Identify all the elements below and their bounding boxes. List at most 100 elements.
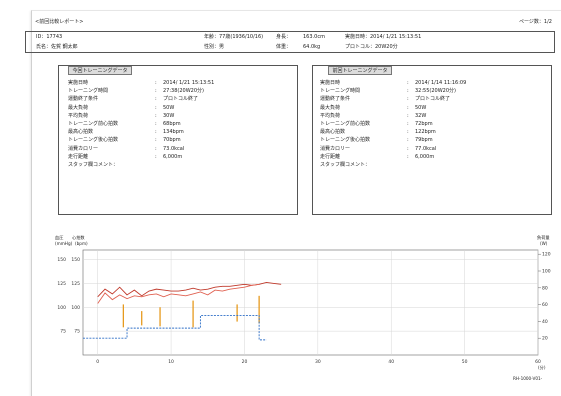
y-tick-label-bp: 125 <box>57 281 66 287</box>
y-tick-label-hr: 100 <box>71 305 80 311</box>
weight-label: 体重： <box>276 44 292 50</box>
current-row-label: 最大負荷 <box>68 104 89 111</box>
previous-row-value: 32:55(20W20分) <box>415 88 456 95</box>
y-tick-label-hr: 75 <box>74 329 80 335</box>
plot-frame <box>82 249 539 356</box>
current-row-colon: : <box>155 145 157 152</box>
x-tick-label: 40 <box>388 359 394 365</box>
previous-row-colon: : <box>407 137 409 144</box>
current-row-colon: : <box>155 121 157 127</box>
x-tick-label: 20 <box>242 359 248 365</box>
current-row-value: 27:38(20W20分) <box>163 88 204 95</box>
load-series-line <box>83 315 267 341</box>
right-tick-label: 60 <box>542 302 548 308</box>
previous-row-colon: : <box>407 153 409 160</box>
current-row-label: 消費カロリー <box>68 145 99 152</box>
y-tick-label-hr: 150 <box>71 257 80 263</box>
patient-info-box <box>25 31 555 53</box>
current-row-value: 73.0kcal <box>163 145 185 152</box>
protocol: プロトコル：20W20分 <box>345 44 398 50</box>
weight-value: 64.0kg <box>303 44 321 50</box>
heart-rate-series-line <box>97 281 282 298</box>
right-tick-label: 40 <box>542 319 548 325</box>
right-tick-label: 100 <box>542 269 551 275</box>
hr-axis-header: 心拍数 <box>72 235 85 240</box>
previous-row-value: 2014/ 1/14 11:16:09 <box>415 80 467 86</box>
previous-row-label: 実施日時 <box>320 80 341 86</box>
previous-row-label: 運動終了条件 <box>320 96 351 103</box>
previous-row-value: 77.0kcal <box>415 145 437 152</box>
load-axis-header: 負荷量 <box>537 235 550 240</box>
previous-row-colon: : <box>407 80 409 86</box>
previous-row-value: 122bpm <box>415 129 436 136</box>
current-row-value: 6,000m <box>163 153 183 160</box>
previous-row-value: プロトコル終了 <box>415 96 451 103</box>
previous-row-label: 消費カロリー <box>320 145 351 152</box>
heart-rate-series-line <box>97 283 260 304</box>
previous-row-label: 走行距離 <box>320 153 341 160</box>
previous-panel-header: 前回トレーニングデータ <box>328 66 392 75</box>
page-number: ページ数：1/2 <box>519 19 552 25</box>
current-row-label: 走行距離 <box>68 153 89 160</box>
right-tick-label: 20 <box>542 336 548 342</box>
current-training-panel <box>58 65 298 215</box>
current-row-colon: : <box>155 129 157 136</box>
y-tick-label-bp: 100 <box>57 305 66 311</box>
current-row-label: 平均負荷 <box>68 112 89 119</box>
right-tick-label: 80 <box>542 285 548 291</box>
previous-row-value: 32W <box>415 112 427 119</box>
current-row-label: 最高心拍数 <box>68 129 94 136</box>
current-row-colon: : <box>155 88 157 95</box>
x-tick-label: 30 <box>315 359 321 365</box>
bp-axis-unit: (mmHg) <box>55 241 73 246</box>
current-row-colon: : <box>155 96 157 103</box>
current-row-colon: : <box>155 104 157 111</box>
previous-row-colon: : <box>407 88 409 95</box>
session-datetime: 実施日時：2014/ 1/21 15:13:51 <box>345 34 422 40</box>
current-row-label: 運動終了条件 <box>68 96 99 103</box>
previous-row-colon: : <box>407 112 409 119</box>
current-row-colon: : <box>155 80 157 86</box>
previous-row-colon: : <box>407 121 409 127</box>
patient-name: 氏名：佐賀 鋼太郎 <box>36 44 78 50</box>
current-row-label: 実施日時 <box>68 80 89 86</box>
bp-axis-header: 血圧 <box>55 235 64 240</box>
current-panel-header: 今回トレーニングデータ <box>68 66 132 75</box>
previous-row-colon: : <box>407 96 409 103</box>
current-row-label: トレーニング後心拍数 <box>68 137 119 144</box>
footer-model-number: RH-1000-V01- <box>513 376 543 381</box>
x-tick-label: 0 <box>96 359 99 365</box>
current-row-value: 50W <box>163 104 175 111</box>
current-row-value: 30W <box>163 112 175 119</box>
current-row-label: トレーニング前心拍数 <box>68 121 119 127</box>
patient-id: ID：17743 <box>36 34 63 40</box>
current-row-label: トレーニング時間 <box>68 88 109 95</box>
x-tick-label: 10 <box>168 359 174 365</box>
previous-row-value: 79bpm <box>415 137 433 144</box>
previous-row-label: 最大負荷 <box>320 104 341 111</box>
previous-row-value: 6,000m <box>415 153 435 160</box>
height-value: 163.0cm <box>303 34 325 40</box>
current-row-value: 70bpm <box>163 137 181 144</box>
right-tick-label: 120 <box>542 252 551 258</box>
report-title: <前回比較レポート> <box>35 19 84 25</box>
current-row-value: 68bpm <box>163 121 181 127</box>
previous-row-label: トレーニング時間 <box>320 88 361 95</box>
y-tick-label-hr: 125 <box>71 281 80 287</box>
hr-axis-unit: (bpm) <box>75 241 88 246</box>
current-row-label: スタッフ欄コメント： <box>68 162 119 168</box>
patient-age: 年齢：77歳(1936/10/16) <box>204 34 264 40</box>
previous-row-label: スタッフ欄コメント： <box>320 162 371 168</box>
x-tick-label: 50 <box>462 359 468 365</box>
current-row-value: プロトコル終了 <box>163 96 199 103</box>
load-axis-unit: (W) <box>540 241 548 246</box>
y-tick-label-bp: 150 <box>57 257 66 263</box>
current-row-colon: : <box>155 112 157 119</box>
previous-row-colon: : <box>407 129 409 136</box>
previous-row-value: 50W <box>415 104 427 111</box>
x-axis-unit: (分) <box>538 365 546 370</box>
previous-row-label: トレーニング前心拍数 <box>320 121 371 127</box>
previous-row-colon: : <box>407 104 409 111</box>
previous-training-panel <box>312 65 552 215</box>
current-row-value: 2014/ 1/21 15:13:51 <box>163 80 215 86</box>
